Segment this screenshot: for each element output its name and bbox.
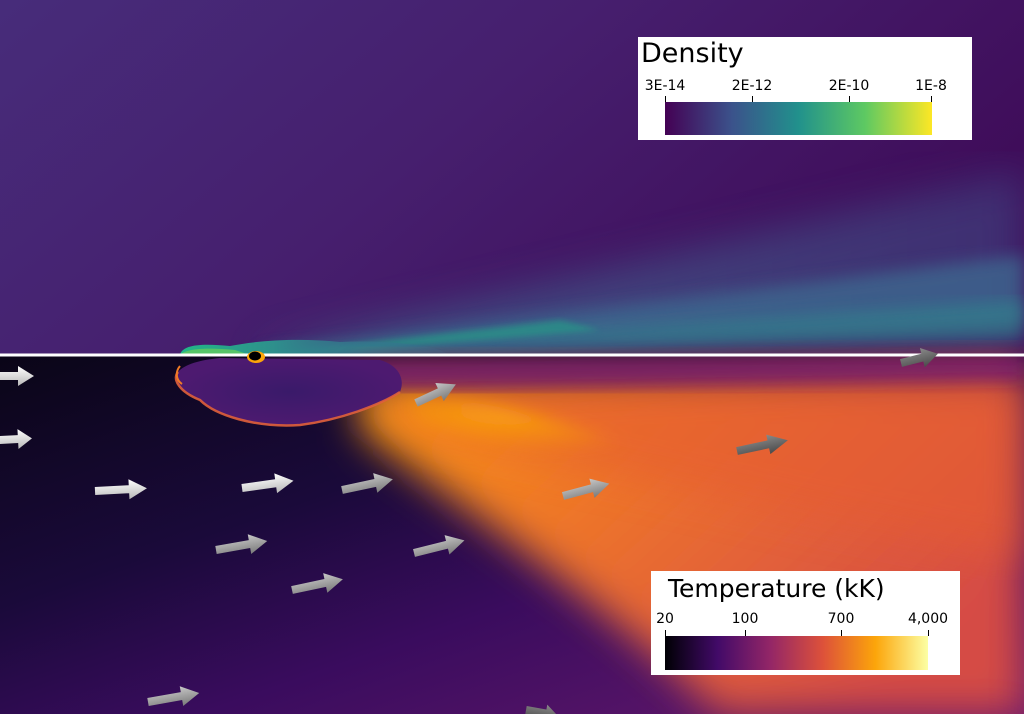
density-tick-label: 2E-12 xyxy=(731,78,773,94)
arrow-icon xyxy=(215,534,268,554)
central-source xyxy=(249,351,261,361)
arrow-icon xyxy=(414,382,456,407)
temperature-tick-label: 4,000 xyxy=(907,611,949,627)
temperature-panel xyxy=(0,355,1024,714)
density-disk-edge xyxy=(180,339,450,355)
temperature-tick-mark xyxy=(665,630,666,636)
density-tick-mark xyxy=(931,96,932,102)
density-tick-label: 1E-8 xyxy=(915,78,947,94)
density-tick-label: 3E-14 xyxy=(644,78,686,94)
temperature-tick-label: 100 xyxy=(731,611,759,627)
arrow-icon xyxy=(413,535,465,557)
arrow-icon xyxy=(94,479,147,500)
temperature-colorbar-gradient xyxy=(665,636,928,670)
density-tick-mark xyxy=(849,96,850,102)
arrow-icon xyxy=(241,473,294,494)
arrow-icon xyxy=(525,704,558,714)
temperature-colorbar: Temperature (kK) 20 100 700 4,000 xyxy=(651,571,960,675)
temperature-tick-mark xyxy=(841,630,842,636)
density-tick-mark xyxy=(752,96,753,102)
density-tick-label: 2E-10 xyxy=(828,78,870,94)
density-colorbar-title: Density xyxy=(641,38,744,69)
temperature-tick-label: 700 xyxy=(827,611,855,627)
density-colorbar: Density 3E-14 2E-12 2E-10 1E-8 xyxy=(638,37,972,140)
temperature-tick-label: 20 xyxy=(656,611,674,627)
arrow-icon xyxy=(900,347,938,368)
arrow-icon xyxy=(561,478,610,500)
arrow-icon xyxy=(291,573,343,594)
arrow-icon xyxy=(0,429,32,450)
velocity-arrows xyxy=(0,347,938,714)
arrow-icon xyxy=(736,434,788,455)
density-tick-mark xyxy=(665,96,666,102)
arrow-icon xyxy=(0,366,34,386)
panel-divider xyxy=(0,353,1024,357)
temperature-cool-envelope xyxy=(176,358,402,426)
temperature-tick-mark xyxy=(745,630,746,636)
temperature-tick-mark xyxy=(928,630,929,636)
density-colorbar-gradient xyxy=(665,102,932,135)
arrow-icon xyxy=(147,686,200,706)
temperature-colorbar-title: Temperature (kK) xyxy=(668,574,885,603)
arrow-icon xyxy=(341,473,393,494)
